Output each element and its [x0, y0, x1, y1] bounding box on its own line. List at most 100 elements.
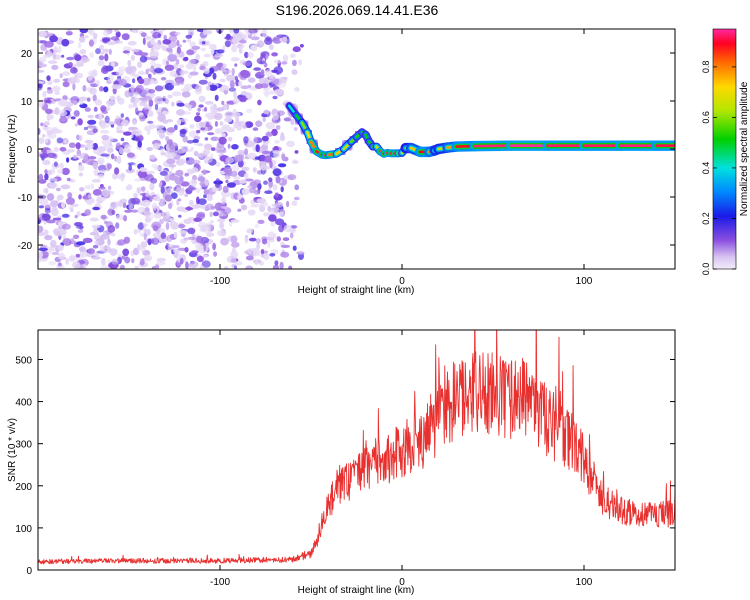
noise-blob [254, 83, 263, 90]
noise-blob [263, 87, 268, 96]
noise-blob [87, 248, 95, 255]
noise-blob [82, 85, 87, 92]
noise-blob [263, 109, 270, 115]
noise-blob [134, 265, 139, 269]
noise-blob [154, 124, 165, 129]
noise-blob [137, 71, 146, 76]
noise-blob [264, 190, 273, 194]
noise-blob [165, 60, 169, 65]
noise-blob [215, 203, 219, 211]
noise-blob [168, 142, 179, 150]
noise-blob [164, 64, 175, 71]
noise-blob [72, 83, 76, 91]
noise-blob [126, 184, 133, 191]
noise-blob [176, 109, 185, 116]
noise-blob [252, 167, 257, 173]
colorbar: 0.0 0.2 0.4 0.6 0.8 Normalized spectral ampl… [701, 28, 750, 275]
noise-blob [139, 200, 146, 206]
noise-blob [254, 223, 259, 229]
noise-blob [178, 191, 185, 196]
noise-blob [272, 113, 279, 121]
noise-blob [180, 69, 185, 76]
noise-blob [110, 153, 115, 160]
noise-blob [139, 115, 146, 122]
noise-blob [238, 39, 247, 44]
noise-blob [77, 153, 82, 157]
noise-blob [274, 201, 283, 208]
noise-blob [198, 79, 208, 85]
noise-blob [103, 86, 109, 93]
noise-blob [202, 148, 211, 156]
noise-blob [42, 133, 46, 138]
noise-blob [167, 54, 178, 62]
noise-blob [107, 238, 111, 246]
noise-blob [72, 261, 81, 269]
noise-blob [38, 30, 48, 38]
noise-blob [189, 179, 198, 187]
noise-blob [294, 150, 299, 154]
noise-blob [151, 164, 159, 169]
noise-blob [198, 198, 207, 205]
noise-blob [273, 207, 280, 214]
noise-blob [38, 63, 47, 68]
noise-blob [140, 186, 146, 192]
spectrogram-y-tick-label: -10 [18, 193, 33, 204]
noise-blob [44, 173, 49, 181]
noise-blob [244, 51, 249, 59]
noise-blob [132, 78, 136, 84]
noise-blob [242, 61, 253, 67]
noise-blob [227, 136, 233, 142]
noise-blob [269, 44, 274, 50]
noise-blob [53, 78, 60, 83]
noise-blob [51, 64, 59, 70]
noise-blob [178, 214, 182, 218]
noise-blob [250, 36, 260, 41]
noise-blob [288, 265, 293, 269]
noise-blob [282, 237, 290, 242]
noise-blob [38, 83, 43, 91]
noise-blob [137, 222, 144, 230]
noise-blob [77, 164, 85, 172]
noise-blob [238, 120, 246, 127]
noise-blob [38, 173, 44, 182]
noise-blob [272, 168, 282, 177]
noise-blob [99, 244, 104, 252]
noise-blob [92, 244, 99, 249]
noise-blob [38, 216, 45, 221]
noise-blob [192, 139, 199, 143]
noise-blob [258, 77, 268, 85]
noise-blob [263, 180, 268, 185]
noise-blob [299, 44, 304, 48]
noise-blob [154, 67, 164, 74]
noise-blob [298, 59, 303, 66]
noise-blob [106, 41, 117, 46]
noise-blob [83, 126, 89, 131]
noise-blob [114, 117, 123, 125]
noise-blob [53, 147, 59, 152]
noise-blob [265, 122, 276, 130]
noise-blob [262, 150, 271, 155]
noise-blob [46, 193, 55, 201]
noise-blob [42, 91, 47, 98]
noise-blob [168, 164, 177, 168]
noise-blob [187, 148, 194, 153]
noise-blob [104, 115, 110, 124]
noise-blob [232, 36, 240, 45]
noise-blob [142, 223, 148, 227]
noise-blob [151, 221, 162, 229]
noise-blob [264, 37, 273, 45]
noise-blob [241, 188, 250, 196]
noise-blob [269, 84, 274, 88]
noise-blob [137, 170, 148, 178]
noise-blob [44, 208, 51, 214]
noise-blob [274, 139, 280, 144]
noise-blob [209, 43, 216, 50]
spectrogram-plot-area [38, 29, 675, 269]
noise-blob [110, 61, 115, 68]
noise-blob [169, 218, 175, 222]
noise-blob [178, 230, 189, 234]
noise-blob [60, 116, 67, 123]
noise-blob [91, 256, 102, 260]
noise-blob [52, 52, 56, 60]
noise-blob [38, 205, 45, 209]
